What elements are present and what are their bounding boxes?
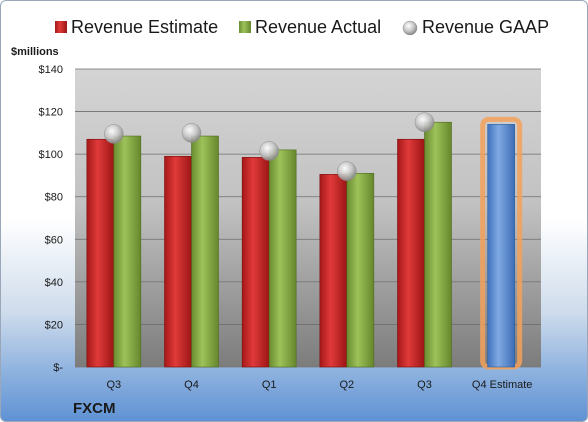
legend-label-actual: Revenue Actual (255, 17, 381, 37)
y-tick-label: $120 (39, 107, 63, 119)
x-tick-label: Q4 (184, 379, 199, 391)
x-tick-label: Q1 (262, 379, 277, 391)
legend-label-gaap: Revenue GAAP (422, 17, 549, 37)
bar-future-estimate (487, 124, 515, 368)
y-tick-label: $140 (39, 64, 63, 76)
x-tick-label: Q3 (417, 379, 432, 391)
y-tick-label: $80 (45, 192, 63, 204)
bar-revenue-estimate (319, 174, 348, 368)
y-tick-label: $100 (39, 149, 63, 161)
bar-revenue-actual (268, 149, 297, 368)
plot-area (75, 69, 541, 367)
x-tick-label: Q2 (339, 379, 354, 391)
bar-revenue-actual (424, 121, 452, 368)
y-tick-label: $60 (45, 234, 63, 246)
bar-revenue-estimate (397, 138, 425, 368)
legend-label-estimate: Revenue Estimate (71, 17, 218, 37)
gridlines (75, 68, 541, 368)
y-tick-label: $40 (45, 277, 63, 289)
x-tick-label: Q4 Estimate (472, 379, 533, 391)
marker-revenue-gaap (104, 124, 124, 144)
bar-revenue-estimate (241, 157, 270, 368)
legend-item-gaap[interactable]: Revenue GAAP (402, 17, 549, 37)
y-axis-unit-label: $millions (11, 46, 59, 58)
bar-revenue-estimate (86, 138, 115, 368)
legend-item-actual[interactable]: Revenue Actual (239, 17, 381, 37)
bar-revenue-actual (346, 173, 375, 368)
legend: Revenue Estimate Revenue Actual Revenue … (55, 17, 549, 37)
y-tick-label: $- (53, 362, 63, 374)
legend-swatch-estimate (55, 21, 67, 33)
y-axis-ticks: $- $20 $40 $60 $80 $100 $120 $140 (39, 64, 64, 374)
marker-revenue-gaap (181, 123, 202, 143)
legend-item-estimate[interactable]: Revenue Estimate (55, 17, 218, 37)
marker-revenue-gaap (414, 112, 435, 132)
legend-swatch-gaap (402, 20, 418, 36)
marker-revenue-gaap (259, 141, 279, 161)
company-ticker: FXCM (73, 400, 116, 417)
x-axis-ticks: Q3 Q4 Q1 Q2 Q3 Q4 Estimate (106, 379, 532, 391)
bar-revenue-actual (113, 135, 142, 368)
bar-revenue-actual (191, 135, 219, 368)
x-tick-label: Q3 (106, 379, 121, 391)
marker-revenue-gaap (337, 161, 357, 181)
bars (86, 112, 523, 370)
bar-revenue-estimate (164, 155, 192, 368)
y-tick-label: $20 (45, 319, 63, 331)
legend-swatch-actual (239, 21, 251, 33)
